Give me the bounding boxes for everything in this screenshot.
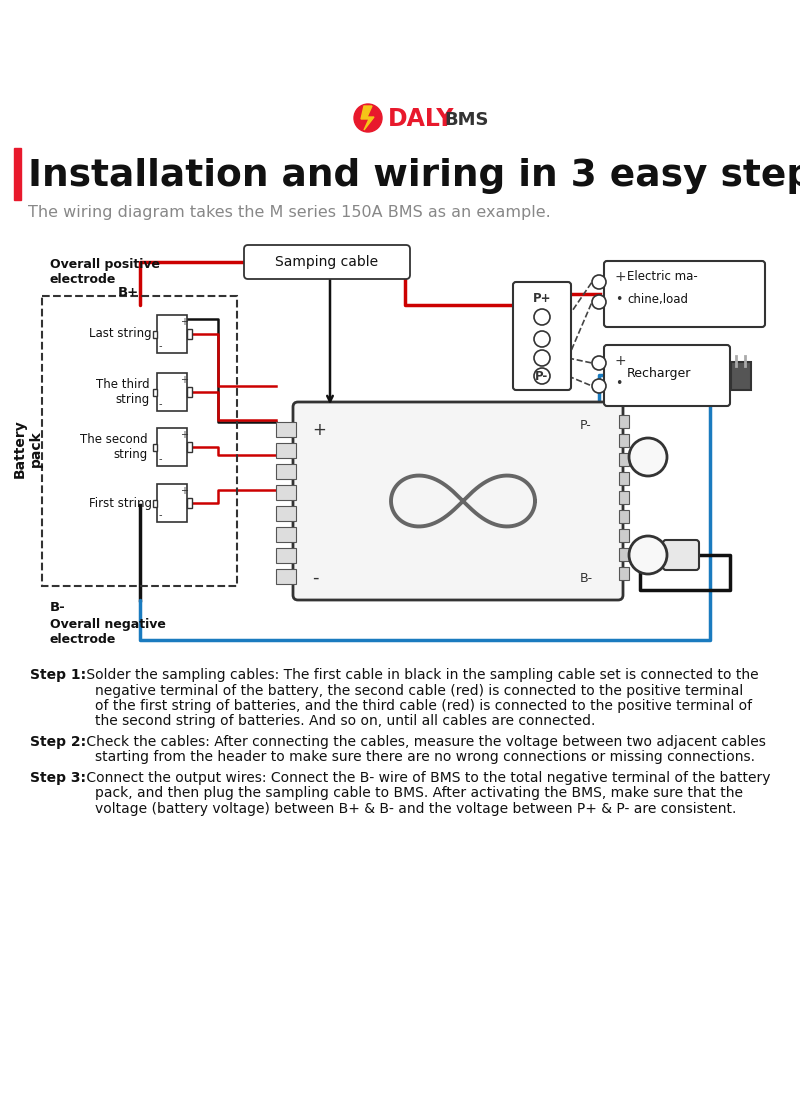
- Circle shape: [534, 309, 550, 326]
- Text: +: +: [180, 430, 188, 439]
- Text: •: •: [615, 377, 622, 389]
- Text: -: -: [158, 341, 162, 351]
- Text: chine,load: chine,load: [627, 293, 688, 306]
- Bar: [153, 331, 157, 338]
- Bar: [619, 567, 629, 580]
- Bar: [619, 510, 629, 523]
- Bar: [619, 548, 629, 561]
- Text: +: +: [180, 375, 188, 385]
- Text: First string: First string: [89, 496, 152, 510]
- Bar: [619, 472, 629, 486]
- Bar: [276, 422, 296, 437]
- Bar: [153, 389, 157, 396]
- Polygon shape: [361, 106, 374, 130]
- Circle shape: [534, 331, 550, 347]
- Circle shape: [592, 379, 606, 393]
- Text: -: -: [158, 454, 162, 464]
- Bar: [153, 444, 157, 450]
- Bar: [619, 491, 629, 504]
- Text: of the first string of batteries, and the third cable (red) is connected to the : of the first string of batteries, and th…: [95, 699, 752, 713]
- Bar: [187, 442, 192, 452]
- Bar: [187, 498, 192, 509]
- Text: Step 3:: Step 3:: [30, 770, 86, 785]
- Bar: [157, 373, 187, 411]
- Bar: [619, 529, 629, 543]
- Text: P-: P-: [535, 369, 549, 383]
- Bar: [619, 415, 629, 429]
- Circle shape: [534, 368, 550, 384]
- Text: DALY: DALY: [388, 107, 454, 132]
- Bar: [731, 362, 751, 389]
- Bar: [157, 315, 187, 353]
- Bar: [187, 387, 192, 397]
- Circle shape: [534, 350, 550, 366]
- Text: Check the cables: After connecting the cables, measure the voltage between two a: Check the cables: After connecting the c…: [82, 735, 766, 749]
- Bar: [153, 500, 157, 507]
- Text: +: +: [615, 354, 626, 368]
- FancyBboxPatch shape: [244, 246, 410, 279]
- Text: BMS: BMS: [444, 111, 489, 129]
- Text: Last string: Last string: [90, 328, 152, 341]
- FancyBboxPatch shape: [293, 402, 623, 600]
- Text: Installation and wiring in 3 easy steps: Installation and wiring in 3 easy steps: [28, 158, 800, 194]
- Text: B-: B-: [50, 601, 66, 614]
- Text: Connect the output wires: Connect the B- wire of BMS to the total negative termi: Connect the output wires: Connect the B-…: [82, 770, 770, 785]
- FancyBboxPatch shape: [604, 261, 765, 327]
- Text: pack, and then plug the sampling cable to BMS. After activating the BMS, make su: pack, and then plug the sampling cable t…: [95, 787, 743, 800]
- Circle shape: [629, 536, 667, 574]
- FancyBboxPatch shape: [513, 282, 571, 390]
- Text: •: •: [615, 293, 622, 306]
- Text: P-: P-: [580, 419, 592, 432]
- Bar: [276, 486, 296, 500]
- Bar: [276, 464, 296, 479]
- Bar: [276, 506, 296, 521]
- Text: B-: B-: [580, 572, 593, 585]
- Text: Overall negative
electrode: Overall negative electrode: [50, 618, 166, 646]
- Circle shape: [354, 104, 382, 132]
- Text: voltage (battery voltage) between B+ & B- and the voltage between P+ & P- are co: voltage (battery voltage) between B+ & B…: [95, 802, 736, 817]
- Text: Solder the sampling cables: The first cable in black in the sampling cable set i: Solder the sampling cables: The first ca…: [82, 667, 758, 682]
- FancyBboxPatch shape: [604, 345, 730, 406]
- Circle shape: [629, 438, 667, 476]
- Text: B+: B+: [118, 286, 139, 299]
- Text: -: -: [158, 399, 162, 409]
- Bar: [157, 484, 187, 522]
- Text: +: +: [615, 270, 626, 284]
- Text: The wiring diagram takes the M series 150A BMS as an example.: The wiring diagram takes the M series 15…: [28, 206, 550, 220]
- Text: the second string of batteries. And so on, until all cables are connected.: the second string of batteries. And so o…: [95, 715, 595, 729]
- Bar: [276, 548, 296, 563]
- Circle shape: [592, 356, 606, 370]
- Text: P+: P+: [533, 293, 551, 306]
- Text: Overall positive
electrode: Overall positive electrode: [50, 258, 160, 286]
- Bar: [619, 434, 629, 447]
- Text: negative terminal of the battery, the second cable (red) is connected to the pos: negative terminal of the battery, the se…: [95, 684, 743, 697]
- Text: The third
string: The third string: [96, 378, 150, 406]
- Text: starting from the header to make sure there are no wrong connections or missing : starting from the header to make sure th…: [95, 751, 755, 765]
- Text: Step 1:: Step 1:: [30, 667, 86, 682]
- Text: The second
string: The second string: [80, 433, 148, 461]
- Text: Electric ma-: Electric ma-: [627, 271, 698, 284]
- Bar: [157, 429, 187, 466]
- Text: -: -: [158, 510, 162, 520]
- Bar: [276, 569, 296, 584]
- Bar: [619, 453, 629, 466]
- Text: -: -: [312, 569, 318, 587]
- FancyBboxPatch shape: [663, 540, 699, 570]
- Text: Samping cable: Samping cable: [275, 255, 378, 269]
- Bar: [276, 527, 296, 543]
- Circle shape: [592, 295, 606, 309]
- Bar: [187, 329, 192, 339]
- Bar: [14, 148, 21, 199]
- Text: Battery
pack: Battery pack: [13, 420, 43, 478]
- Text: Step 2:: Step 2:: [30, 735, 86, 749]
- Text: Recharger: Recharger: [627, 367, 691, 380]
- Circle shape: [592, 275, 606, 289]
- Text: +: +: [312, 421, 326, 439]
- Text: +: +: [180, 317, 188, 327]
- Text: +: +: [180, 486, 188, 496]
- Bar: [276, 443, 296, 458]
